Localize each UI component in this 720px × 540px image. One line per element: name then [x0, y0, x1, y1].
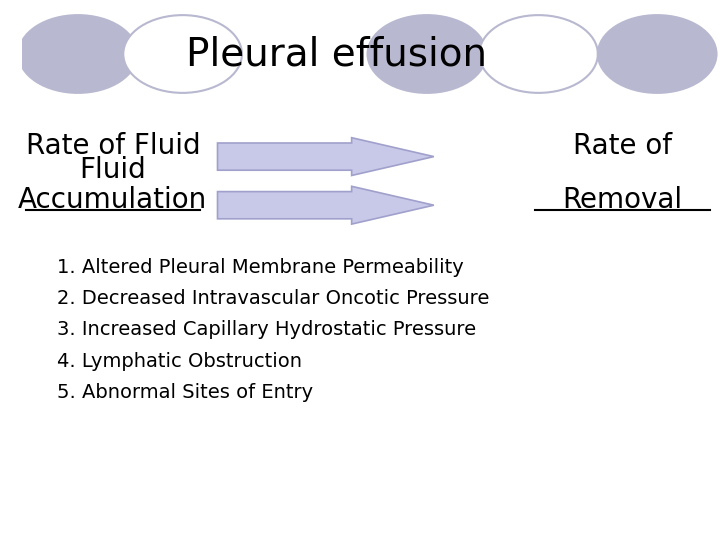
Ellipse shape: [123, 15, 242, 93]
Text: Removal: Removal: [562, 186, 683, 214]
Ellipse shape: [480, 15, 598, 93]
Text: 1. Altered Pleural Membrane Permeability: 1. Altered Pleural Membrane Permeability: [57, 258, 464, 277]
Text: 2. Decreased Intravascular Oncotic Pressure: 2. Decreased Intravascular Oncotic Press…: [57, 289, 490, 308]
Polygon shape: [217, 186, 434, 224]
Ellipse shape: [367, 15, 486, 93]
Text: Pleural effusion: Pleural effusion: [186, 35, 487, 73]
Text: 5. Abnormal Sites of Entry: 5. Abnormal Sites of Entry: [57, 383, 313, 402]
Ellipse shape: [598, 15, 716, 93]
Text: 4. Lymphatic Obstruction: 4. Lymphatic Obstruction: [57, 352, 302, 371]
Text: 3. Increased Capillary Hydrostatic Pressure: 3. Increased Capillary Hydrostatic Press…: [57, 320, 476, 340]
Text: Rate of Fluid: Rate of Fluid: [25, 132, 200, 160]
Text: Rate of: Rate of: [573, 132, 672, 160]
Ellipse shape: [19, 15, 138, 93]
Text: Fluid: Fluid: [79, 156, 146, 184]
Text: Accumulation: Accumulation: [18, 186, 207, 214]
Polygon shape: [217, 138, 434, 176]
